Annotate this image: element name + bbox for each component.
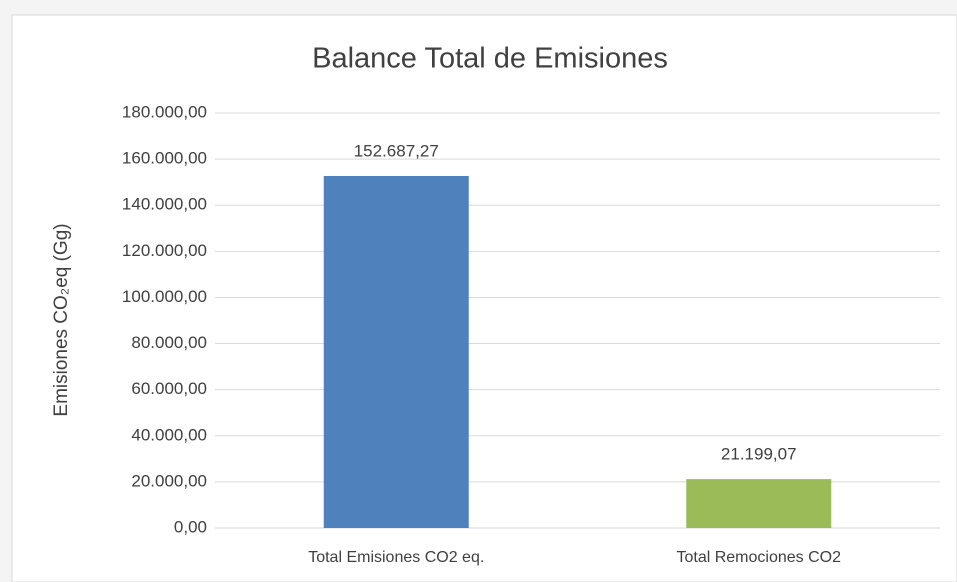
y-axis-label: Emisiones CO₂eq (Gg) (51, 223, 72, 416)
y-tick-label: 40.000,00 (131, 425, 207, 444)
data-label: 21.199,07 (721, 445, 797, 464)
y-tick-label: 120.000,00 (122, 241, 207, 260)
data-label: 152.687,27 (354, 141, 439, 160)
bar (686, 479, 832, 528)
bar (323, 175, 469, 529)
y-tick-label: 160.000,00 (122, 149, 207, 168)
y-tick-label: 180.000,00 (122, 102, 207, 121)
y-tick-label: 0,00 (174, 517, 207, 536)
x-tick-label: Total Emisiones CO2 eq. (308, 549, 484, 566)
y-tick-label: 80.000,00 (131, 333, 207, 352)
y-tick-label: 60.000,00 (131, 379, 207, 398)
x-tick-label: Total Remociones CO2 (676, 549, 841, 566)
y-tick-label: 100.000,00 (122, 287, 207, 306)
y-tick-label: 20.000,00 (131, 471, 207, 490)
y-tick-label: 140.000,00 (122, 195, 207, 214)
chart-title: Balance Total de Emisiones (312, 43, 668, 75)
